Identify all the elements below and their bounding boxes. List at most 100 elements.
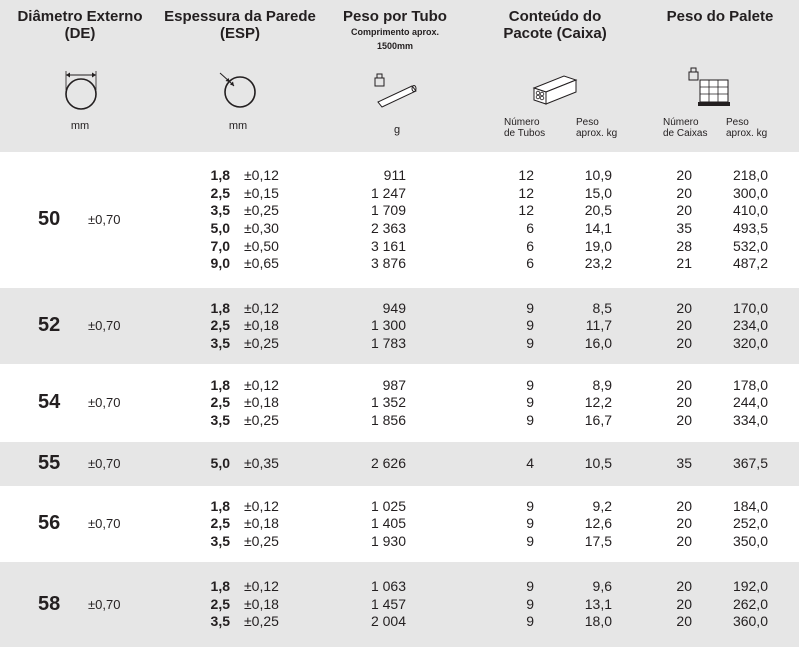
diameter-group: 58 ±0,70 1,8 ±0,12 1 063 9 9,6 20 192,0 2,5 ±0,18 1… — [0, 562, 799, 647]
thickness-tolerance-cell: ±0,65 — [244, 255, 279, 272]
header-outer-diameter: Diâmetro Externo (DE) — [10, 8, 150, 42]
wall-thickness-cell: 3,5 — [210, 613, 230, 630]
weight-per-tube-cell: 911 — [383, 167, 406, 184]
pallet-weight-cell: 487,2 — [732, 255, 768, 272]
tube-count-cell: 9 — [526, 613, 534, 630]
package-weight-cell: 8,5 — [592, 299, 612, 316]
thickness-tolerance-cell: ±0,25 — [244, 334, 279, 351]
table-row: 5,0 ±0,35 2 626 4 10,5 35 367,5 — [0, 455, 799, 472]
tube-weight-icon — [374, 73, 417, 108]
subheader-line: Peso — [726, 117, 749, 128]
table-row: 2,5 ±0,18 1 300 9 11,7 20 234,0 — [0, 317, 799, 334]
weight-per-tube-cell: 3 876 — [370, 255, 406, 272]
weight-per-tube-cell: 1 063 — [370, 578, 406, 595]
pallet-weight-cell: 252,0 — [732, 515, 768, 532]
header-title: Peso por Tubo — [343, 8, 447, 25]
package-weight-cell: 8,9 — [592, 376, 612, 393]
wall-thickness-cell: 1,8 — [210, 376, 230, 393]
package-weight-cell: 18,0 — [584, 613, 612, 630]
package-weight-cell: 9,2 — [592, 497, 612, 514]
table-row: 1,8 ±0,12 1 063 9 9,6 20 192,0 — [0, 578, 799, 595]
header-title: Peso do Palete — [666, 8, 774, 25]
box-count-cell: 35 — [676, 455, 692, 472]
diameter-group: 56 ±0,70 1,8 ±0,12 1 025 9 9,2 20 184,0 2,5 ±0,18 1… — [0, 486, 799, 562]
subheader-box-count: Número de Caixas — [663, 117, 707, 139]
outer-diameter-value: 50 — [38, 208, 61, 230]
subheader-line: aprox. kg — [576, 128, 618, 139]
diameter-tolerance: ±0,70 — [88, 596, 121, 612]
pallet-weight-cell: 184,0 — [732, 497, 768, 514]
box-count-cell: 28 — [676, 237, 692, 254]
diameter-group: 52 ±0,70 1,8 ±0,12 949 9 8,5 20 170,0 2,5 ±0,18 1 3… — [0, 288, 799, 364]
pallet-weight-cell: 320,0 — [732, 334, 768, 351]
diameter-group: 50 ±0,70 1,8 ±0,12 911 12 10,9 20 218,0 2,5 ±0,15 1… — [0, 152, 799, 288]
header-pallet-weight: Peso do Palete — [650, 8, 790, 25]
header-package-content: Conteúdo do Pacote (Caixa) — [480, 8, 630, 42]
thickness-tolerance-cell: ±0,35 — [244, 455, 279, 472]
weight-per-tube-cell: 2 004 — [370, 613, 406, 630]
wall-thickness-cell: 7,0 — [210, 237, 230, 254]
thickness-tolerance-cell: ±0,15 — [244, 184, 279, 201]
outer-diameter-icon — [65, 71, 97, 110]
header-title: Diâmetro Externo — [17, 8, 143, 25]
package-weight-cell: 10,9 — [584, 167, 612, 184]
header-subtitle: (ESP) — [219, 25, 260, 42]
box-of-tubes-icon — [532, 75, 578, 105]
package-weight-cell: 20,5 — [584, 202, 612, 219]
pallet-weight-cell: 178,0 — [732, 376, 768, 393]
package-weight-cell: 13,1 — [584, 595, 612, 612]
tube-count-cell: 9 — [526, 515, 534, 532]
pallet-weight-cell: 493,5 — [732, 220, 768, 236]
subheader-tube-count: Número de Tubos — [504, 117, 545, 139]
pallet-weight-cell: 350,0 — [732, 532, 768, 549]
weight-per-tube-cell: 1 930 — [370, 532, 406, 549]
wall-thickness-cell: 1,8 — [210, 167, 230, 184]
weight-per-tube-cell: 1 300 — [370, 317, 406, 334]
table-row: 3,5 ±0,25 1 856 9 16,7 20 334,0 — [0, 412, 799, 429]
weight-per-tube-cell: 1 783 — [370, 334, 406, 351]
table-row: 2,5 ±0,15 1 247 12 15,0 20 300,0 — [0, 185, 799, 202]
header-subtitle: Comprimento aprox. — [350, 27, 439, 37]
diameter-group: 54 ±0,70 1,8 ±0,12 987 9 8,9 20 178,0 2,5 ±0,18 1 3… — [0, 364, 799, 442]
diameter-tolerance: ±0,70 — [88, 516, 121, 531]
tube-count-cell: 9 — [526, 411, 534, 428]
wall-thickness-cell: 3,5 — [210, 334, 230, 351]
header-weight-per-tube: Peso por Tubo Comprimento aprox. 1500mm — [330, 8, 460, 52]
wall-thickness-cell: 2,5 — [210, 595, 230, 612]
tube-count-cell: 9 — [526, 334, 534, 351]
subheader-line: Número — [504, 117, 540, 128]
box-count-cell: 20 — [676, 515, 692, 532]
unit-weight: g — [393, 124, 401, 136]
box-count-cell: 20 — [676, 497, 692, 514]
box-count-cell: 20 — [676, 334, 692, 351]
thickness-tolerance-cell: ±0,12 — [244, 578, 279, 595]
weight-per-tube-cell: 1 405 — [370, 515, 406, 532]
weight-per-tube-cell: 3 161 — [370, 237, 406, 254]
wall-thickness-cell: 2,5 — [210, 184, 230, 201]
thickness-tolerance-cell: ±0,18 — [244, 515, 279, 532]
wall-thickness-cell: 1,8 — [210, 299, 230, 316]
pallet-weight-cell: 244,0 — [732, 394, 768, 411]
box-count-cell: 20 — [676, 595, 692, 612]
package-weight-cell: 16,0 — [584, 334, 612, 351]
unit-esp: mm — [228, 120, 248, 132]
tube-count-cell: 9 — [526, 317, 534, 334]
pallet-weight-cell: 532,0 — [732, 237, 768, 254]
diameter-tolerance: ±0,70 — [88, 212, 121, 227]
diameter-tolerance: ±0,70 — [88, 318, 121, 333]
thickness-tolerance-cell: ±0,18 — [244, 317, 279, 334]
thickness-tolerance-cell: ±0,18 — [244, 595, 279, 612]
package-weight-cell: 16,7 — [584, 411, 612, 428]
outer-diameter-value: 52 — [38, 314, 61, 336]
pallet-weight-cell: 218,0 — [732, 167, 768, 184]
package-weight-cell: 10,5 — [584, 455, 612, 472]
subheader-line: aprox. kg — [726, 128, 768, 139]
pallet-weight-cell: 300,0 — [732, 184, 768, 201]
package-weight-cell: 9,6 — [592, 578, 612, 595]
tube-count-cell: 9 — [526, 299, 534, 316]
table-row: 2,5 ±0,18 1 405 9 12,6 20 252,0 — [0, 515, 799, 532]
thickness-tolerance-cell: ±0,50 — [244, 237, 279, 254]
weight-per-tube-cell: 1 709 — [370, 202, 406, 219]
outer-diameter-value: 55 — [38, 452, 61, 474]
